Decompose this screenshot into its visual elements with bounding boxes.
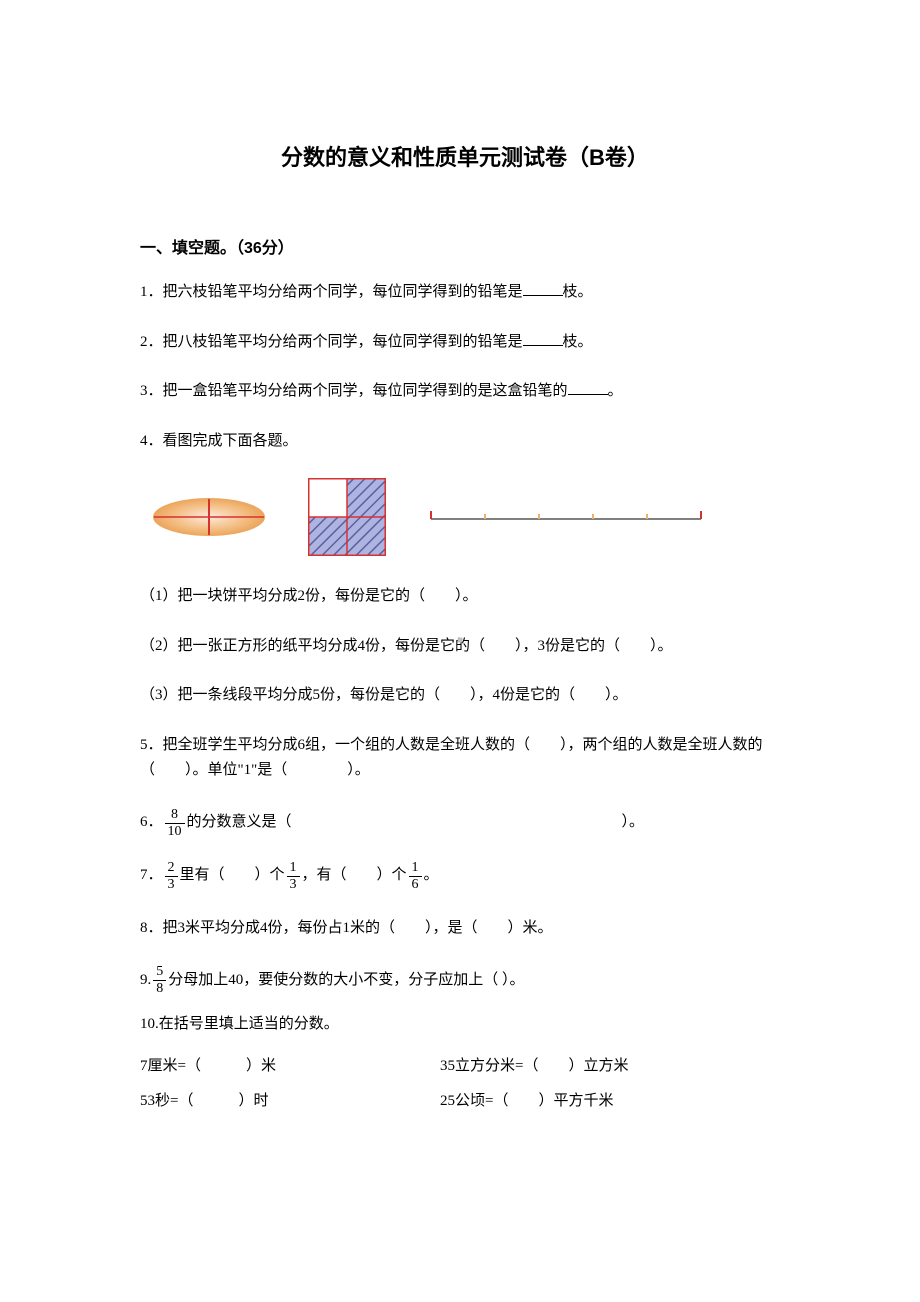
fraction-numerator: 8 (165, 808, 185, 824)
question-7: 7． 2 3 里有（ ）个 1 3 ，有（ ）个 1 6 。 (140, 861, 790, 892)
blank (523, 330, 563, 346)
figure-line-segment (426, 507, 706, 527)
fraction-1-6: 1 6 (409, 861, 422, 892)
q7-mid2: ，有（ ）个 (302, 863, 407, 889)
q10-r2c1: 53秒=（ ）时 (140, 1089, 440, 1115)
q6-post: 的分数意义是（ ）。 (187, 810, 645, 836)
q9-pre: 9. (140, 968, 151, 994)
blank (523, 280, 563, 296)
fraction-numerator: 1 (409, 861, 422, 877)
question-10: 10.在括号里填上适当的分数。 (140, 1012, 790, 1038)
question-2: 2．把八枝铅笔平均分给两个同学，每位同学得到的铅笔是 枝。 (140, 330, 790, 356)
figures-row (140, 478, 790, 556)
q2-text: 2．把八枝铅笔平均分给两个同学，每位同学得到的铅笔是 (140, 334, 523, 350)
fraction-5-8: 5 8 (153, 965, 166, 996)
q2-suffix: 枝。 (563, 334, 593, 350)
q9-post: 分母加上40，要使分数的大小不变，分子应加上（ ）。 (168, 968, 524, 994)
q10-r1c2: 35立方分米=（ ）立方米 (440, 1054, 790, 1080)
q7-pre: 7． (140, 863, 163, 889)
q10-r2c2: 25公顷=（ ）平方千米 (440, 1089, 790, 1115)
fraction-8-10: 8 10 (165, 808, 185, 839)
q1-suffix: 枝。 (563, 284, 593, 300)
question-4-1: （1）把一块饼平均分成2份，每份是它的（ ）。 (140, 584, 790, 610)
question-6: 6． 8 10 的分数意义是（ ）。 (140, 808, 790, 839)
q3-suffix: 。 (608, 383, 623, 399)
q10-r1c1: 7厘米=（ ）米 (140, 1054, 440, 1080)
q10-row-1: 7厘米=（ ）米 35立方分米=（ ）立方米 (140, 1054, 790, 1080)
fraction-numerator: 2 (165, 861, 178, 877)
blank (568, 379, 608, 395)
q10-row-2: 53秒=（ ）时 25公顷=（ ）平方千米 (140, 1089, 790, 1115)
question-4-3: （3）把一条线段平均分成5份，每份是它的（ ），4份是它的（ ）。 (140, 683, 790, 709)
q3-text: 3．把一盒铅笔平均分给两个同学，每位同学得到的是这盒铅笔的 (140, 383, 568, 399)
question-4-2: （2）把一张正方形的纸平均分成4份，每份是它的（ ），3份是它的（ ）。 (140, 634, 790, 660)
question-8: 8．把3米平均分成4份，每份占1米的（ ），是（ ）米。 (140, 916, 790, 942)
figure-square (308, 478, 386, 556)
fraction-numerator: 5 (153, 965, 166, 981)
fraction-2-3: 2 3 (165, 861, 178, 892)
question-5: 5．把全班学生平均分成6组，一个组的人数是全班人数的（ ），两个组的人数是全班人… (140, 733, 790, 784)
figure-ellipse (150, 493, 268, 541)
fraction-1-3: 1 3 (287, 861, 300, 892)
q1-text: 1．把六枝铅笔平均分给两个同学，每位同学得到的铅笔是 (140, 284, 523, 300)
fraction-denominator: 3 (287, 877, 300, 892)
page-title: 分数的意义和性质单元测试卷（B卷） (140, 140, 790, 172)
q7-mid1: 里有（ ）个 (180, 863, 285, 889)
fraction-denominator: 6 (409, 877, 422, 892)
fraction-denominator: 8 (153, 981, 166, 996)
q7-end: 。 (424, 863, 439, 889)
fraction-denominator: 10 (165, 824, 185, 839)
question-9: 9. 5 8 分母加上40，要使分数的大小不变，分子应加上（ ）。 (140, 965, 790, 996)
fraction-denominator: 3 (165, 877, 178, 892)
section-header: 一、填空题。（36分） (140, 234, 790, 258)
question-4: 4．看图完成下面各题。 (140, 429, 790, 455)
q6-pre: 6． (140, 810, 163, 836)
question-3: 3．把一盒铅笔平均分给两个同学，每位同学得到的是这盒铅笔的 。 (140, 379, 790, 405)
question-1: 1．把六枝铅笔平均分给两个同学，每位同学得到的铅笔是 枝。 (140, 280, 790, 306)
fraction-numerator: 1 (287, 861, 300, 877)
